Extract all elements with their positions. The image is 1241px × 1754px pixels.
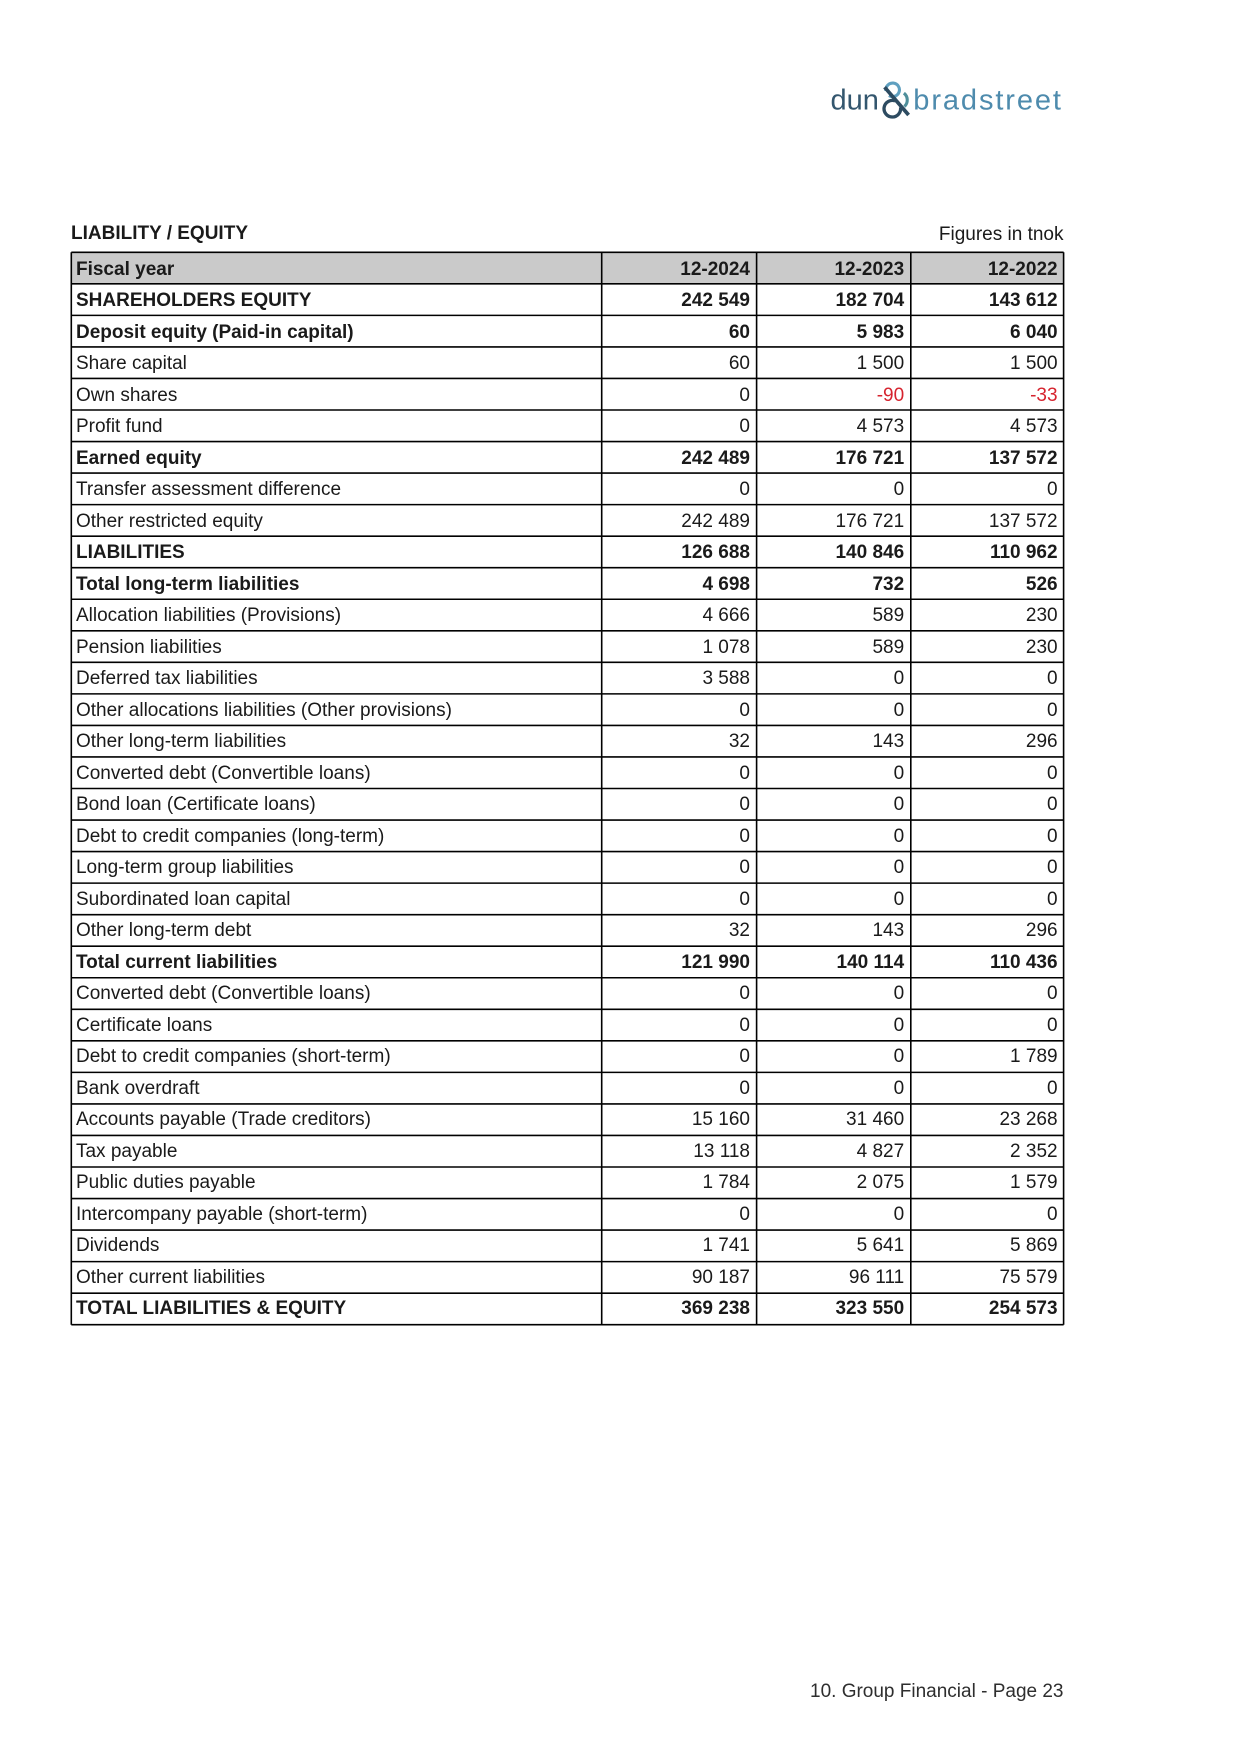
svg-text:bradstreet: bradstreet — [913, 85, 1063, 117]
svg-text:dun: dun — [831, 85, 879, 117]
